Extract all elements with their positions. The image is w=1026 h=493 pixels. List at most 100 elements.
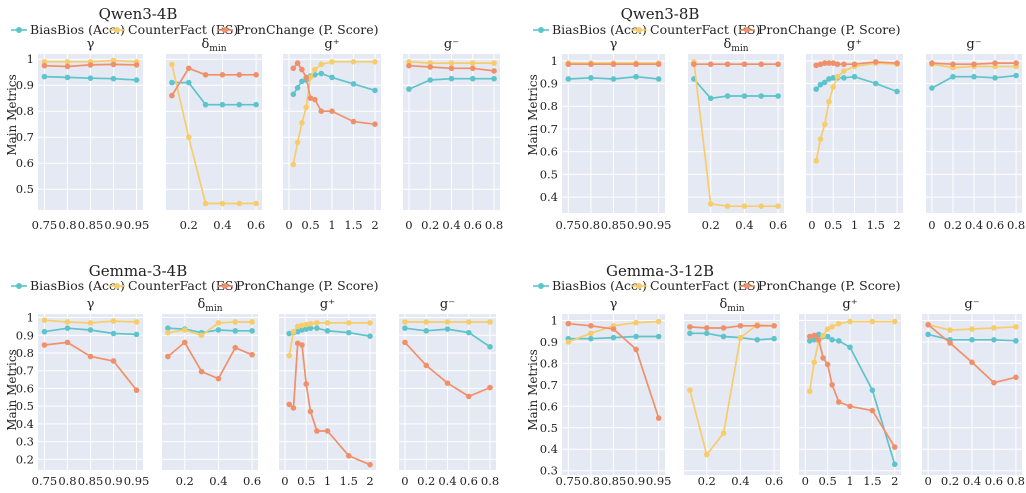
data-point xyxy=(307,408,314,415)
x-tick-label: 0.85 xyxy=(601,474,627,488)
subplot-title: g⁻ xyxy=(964,297,979,312)
data-point xyxy=(775,93,781,99)
data-point xyxy=(565,320,572,327)
chart-title: Gemma-3-4B xyxy=(89,262,188,280)
legend-marker xyxy=(744,283,750,289)
data-point xyxy=(894,88,900,95)
y-tick-label: 0.6 xyxy=(16,381,34,395)
plot-area xyxy=(162,314,258,470)
data-point xyxy=(588,323,594,329)
data-point xyxy=(588,61,594,68)
legend-label: PronChange (P. Score) xyxy=(758,278,901,293)
data-point xyxy=(929,85,935,91)
data-point xyxy=(969,326,975,332)
data-point xyxy=(87,353,94,360)
data-point xyxy=(402,325,408,331)
x-tick-label: 1.5 xyxy=(867,218,885,232)
data-point xyxy=(851,61,858,68)
data-point xyxy=(41,62,48,69)
x-tick-label: 2 xyxy=(371,218,378,232)
subplot-3: 0 0.2 0.4 0.6 0.8g⁻ xyxy=(403,37,503,232)
x-tick-label: 0.4 xyxy=(735,218,753,232)
series-line xyxy=(171,81,257,106)
subplot-title: δmin xyxy=(723,37,748,54)
data-point xyxy=(41,73,48,80)
data-point xyxy=(232,344,239,351)
data-point xyxy=(847,344,853,351)
subplot-title: γ xyxy=(610,37,618,52)
data-point xyxy=(133,331,140,338)
data-point xyxy=(406,62,412,69)
y-tick-label: 0.8 xyxy=(16,104,34,118)
data-point xyxy=(294,85,301,91)
subplot-title: δmin xyxy=(197,297,222,314)
legend-label: BiasBios (Acc.) xyxy=(552,278,647,293)
data-point xyxy=(817,81,824,88)
y-tick-label: 0.9 xyxy=(540,77,558,91)
subplot-0: 0.50.60.70.80.910.75 0.8 0.85 0.9 0.95γ xyxy=(16,37,150,232)
data-point xyxy=(771,323,777,329)
data-point xyxy=(133,77,140,83)
plot-area xyxy=(688,54,784,213)
legend-marker xyxy=(114,283,120,289)
data-point xyxy=(307,74,314,81)
data-point xyxy=(215,375,222,382)
legend-label: CounterFact (ES) xyxy=(128,278,238,293)
data-point xyxy=(219,200,226,207)
data-point xyxy=(815,331,822,338)
data-point xyxy=(720,333,727,340)
data-point xyxy=(487,343,493,350)
data-point xyxy=(133,319,140,325)
data-point xyxy=(249,351,255,358)
data-point xyxy=(253,72,259,78)
x-tick-label: 2 xyxy=(366,474,373,488)
data-point xyxy=(824,326,831,332)
data-point xyxy=(703,330,710,337)
data-point xyxy=(64,74,71,81)
subplot-0: 0.40.50.60.70.80.910.75 0.8 0.85 0.9 0.95γ xyxy=(540,37,672,232)
data-point xyxy=(588,75,594,81)
data-point xyxy=(41,328,48,335)
x-tick-label: 1.5 xyxy=(863,474,881,488)
y-tick-label: 0.9 xyxy=(540,335,558,349)
data-point xyxy=(406,86,412,92)
y-tick-label: 0.8 xyxy=(540,99,558,113)
x-tick-label: 2 xyxy=(893,218,900,232)
x-tick-label: 0.4 xyxy=(442,218,460,232)
chart-title: Qwen3-8B xyxy=(621,5,700,23)
data-point xyxy=(303,381,310,387)
data-point xyxy=(465,329,472,336)
y-tick-label: 0.8 xyxy=(540,356,558,370)
data-point xyxy=(655,415,662,421)
x-tick-label: 0.95 xyxy=(124,474,150,488)
data-point xyxy=(87,320,94,326)
data-point xyxy=(202,200,209,207)
data-point xyxy=(724,61,731,68)
data-point xyxy=(633,333,639,340)
data-point xyxy=(724,93,731,99)
legend-marker xyxy=(114,27,120,33)
y-tick-label: 0.9 xyxy=(16,78,34,92)
data-point xyxy=(64,339,71,346)
data-point xyxy=(817,136,824,142)
y-tick-label: 0.5 xyxy=(16,399,34,413)
data-point xyxy=(448,75,455,82)
subplot-title: g⁺ xyxy=(324,37,339,52)
data-point xyxy=(219,72,226,78)
data-point xyxy=(610,61,617,68)
data-point xyxy=(724,203,731,209)
legend-marker xyxy=(16,283,22,289)
subplot-3: 0 0.2 0.4 0.6 0.8g⁻ xyxy=(922,297,1025,488)
data-point xyxy=(971,61,977,68)
y-tick-label: 1 xyxy=(27,52,34,66)
data-point xyxy=(869,387,876,394)
data-point xyxy=(829,382,835,388)
x-tick-label: 0.2 xyxy=(941,474,959,488)
x-tick-label: 0.95 xyxy=(646,474,672,488)
subplot-1: 0.2 0.4 0.6 δmin xyxy=(684,297,783,488)
subplot-2: 0 0.5 1 1.5 2 g⁺ xyxy=(283,37,381,232)
data-point xyxy=(754,336,761,343)
x-tick-label: 0.6 xyxy=(247,218,265,232)
